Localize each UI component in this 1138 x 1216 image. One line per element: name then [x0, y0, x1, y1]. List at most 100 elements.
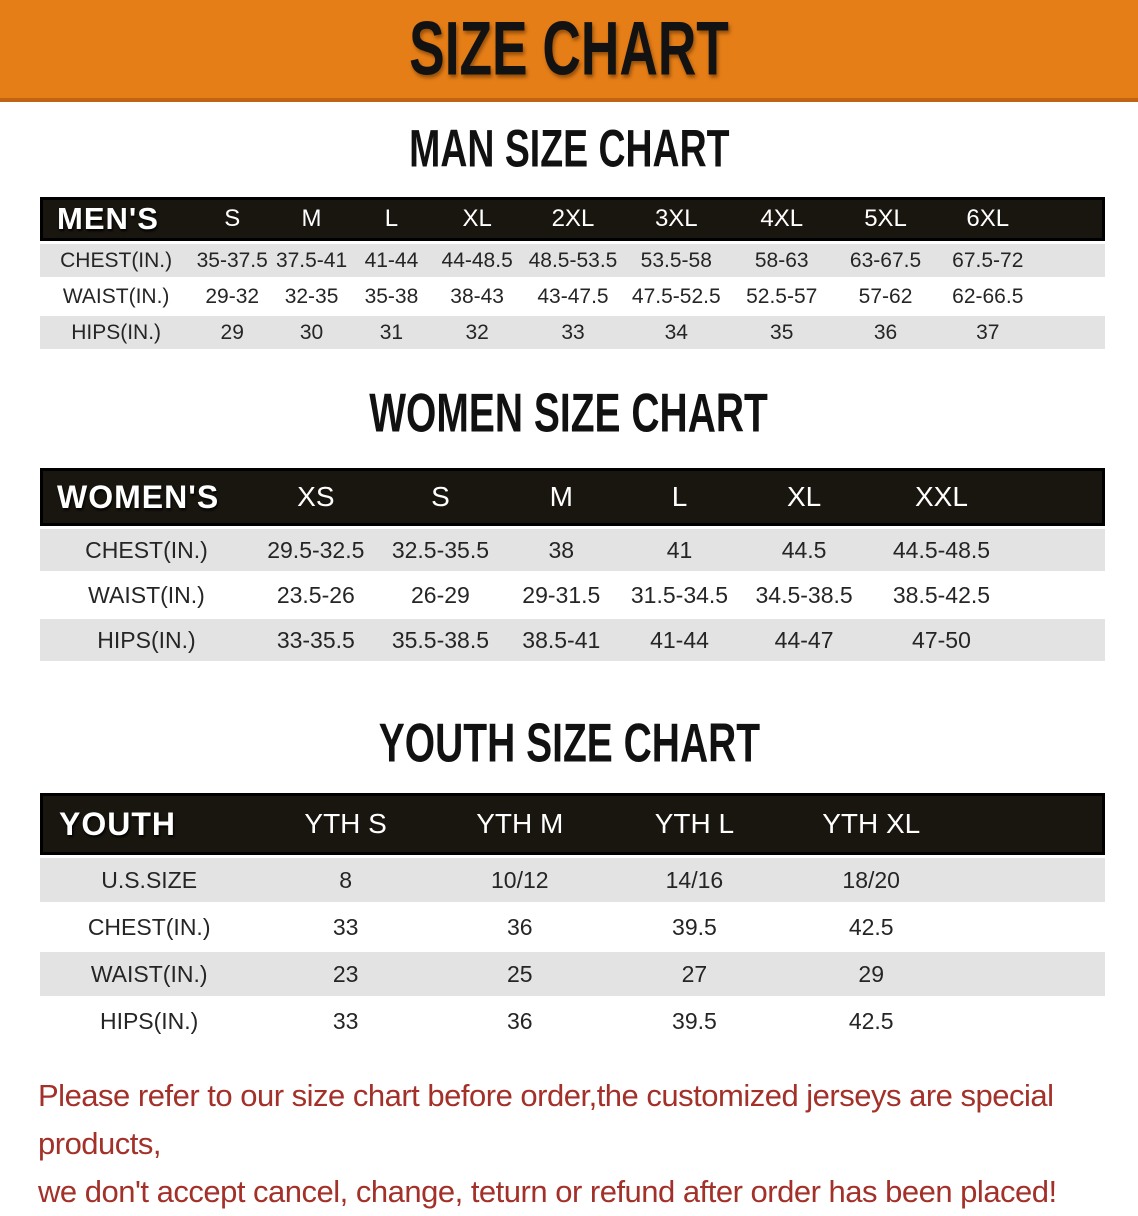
- size-column-header: YTH XL: [782, 793, 961, 855]
- measurement-value: 44.5-48.5: [869, 529, 1014, 571]
- measurement-value: 23: [258, 952, 433, 996]
- footer-line-1: Please refer to our size chart before or…: [38, 1078, 1054, 1162]
- measurement-row: CHEST(IN.) 29.5-32.5 32.5-35.5 38 41 44.5 44.5…: [40, 529, 1105, 571]
- size-column-header: XS: [253, 468, 379, 526]
- youth-section-heading: YOUTH SIZE CHART: [0, 712, 1138, 774]
- measurement-value: 32: [431, 316, 523, 349]
- size-column-header: 5XL: [834, 197, 937, 241]
- banner-title-text: SIZE CHART: [409, 6, 729, 92]
- measurement-value: 10/12: [432, 858, 607, 902]
- measurement-value: 33: [258, 999, 433, 1043]
- row-spacer: [1038, 280, 1105, 313]
- women-size-table: WOMEN'S XS S M L XL XXL CHEST(IN.) 29.5-32.5 32.5…: [40, 465, 1105, 664]
- row-label: CHEST(IN.): [40, 905, 259, 949]
- row-label: WAIST(IN.): [40, 280, 193, 313]
- measurement-value: 36: [834, 316, 937, 349]
- youth-section-heading-text: YOUTH SIZE CHART: [378, 712, 760, 774]
- measurement-value: 31.5-34.5: [620, 574, 739, 616]
- women-section-heading-text: WOMEN SIZE CHART: [369, 382, 769, 444]
- measurement-value: 44-48.5: [431, 244, 523, 277]
- measurement-value: 36: [432, 905, 607, 949]
- measurement-row: HIPS(IN.) 29 30 31 32 33 34 35 36 37: [40, 316, 1105, 349]
- header-spacer: [960, 793, 1105, 855]
- measurement-value: 32-35: [272, 280, 351, 313]
- header-spacer: [1038, 197, 1105, 241]
- section-women: WOMEN SIZE CHART WOMEN'S XS S M L XL XXL CHEST(…: [0, 382, 1138, 664]
- row-label: HIPS(IN.): [40, 316, 193, 349]
- size-column-header: 2XL: [522, 197, 624, 241]
- measurement-value: 35-37.5: [192, 244, 273, 277]
- measurement-value: 43-47.5: [522, 280, 624, 313]
- row-spacer: [1013, 574, 1105, 616]
- measurement-value: 47-50: [869, 619, 1014, 661]
- measurement-value: 34.5-38.5: [738, 574, 870, 616]
- size-column-header: YTH L: [606, 793, 783, 855]
- measurement-value: 29: [782, 952, 961, 996]
- measurement-row: HIPS(IN.) 33-35.5 35.5-38.5 38.5-41 41-44 44-…: [40, 619, 1105, 661]
- measurement-value: 30: [272, 316, 351, 349]
- measurement-value: 53.5-58: [623, 244, 729, 277]
- measurement-value: 41: [620, 529, 739, 571]
- row-spacer: [960, 999, 1105, 1043]
- table-header-label: YOUTH: [40, 793, 259, 855]
- measurement-value: 37.5-41: [272, 244, 351, 277]
- measurement-value: 37: [936, 316, 1039, 349]
- men-section-heading: MAN SIZE CHART: [0, 120, 1138, 179]
- measurement-value: 29-32: [192, 280, 273, 313]
- measurement-value: 34: [623, 316, 729, 349]
- measurement-value: 58-63: [729, 244, 835, 277]
- size-column-header: XL: [431, 197, 523, 241]
- measurement-value: 38.5-42.5: [869, 574, 1014, 616]
- row-spacer: [1013, 619, 1105, 661]
- measurement-value: 29: [192, 316, 273, 349]
- size-column-header: S: [378, 468, 503, 526]
- footer-note: Please refer to our size chart before or…: [0, 1072, 1138, 1216]
- section-men: MAN SIZE CHART MEN'S S M L XL 2XL 3XL 4XL 5XL 6XL…: [0, 120, 1138, 352]
- banner: SIZE CHART: [0, 0, 1138, 102]
- measurement-value: 25: [432, 952, 607, 996]
- measurement-row: WAIST(IN.) 29-32 32-35 35-38 38-43 43-47.5 47.…: [40, 280, 1105, 313]
- measurement-row: WAIST(IN.) 23 25 27 29: [40, 952, 1105, 996]
- row-label: WAIST(IN.): [40, 952, 259, 996]
- row-label: CHEST(IN.): [40, 529, 253, 571]
- row-spacer: [1013, 529, 1105, 571]
- measurement-value: 38.5-41: [502, 619, 621, 661]
- measurement-value: 33-35.5: [253, 619, 379, 661]
- measurement-value: 27: [606, 952, 783, 996]
- size-column-header: L: [620, 468, 739, 526]
- header-spacer: [1013, 468, 1105, 526]
- size-column-header: M: [272, 197, 351, 241]
- measurement-value: 33: [258, 905, 433, 949]
- table-header-row: YOUTH YTH S YTH M YTH L YTH XL: [40, 793, 1105, 855]
- row-spacer: [1038, 316, 1105, 349]
- women-section-heading: WOMEN SIZE CHART: [0, 382, 1138, 444]
- measurement-value: 32.5-35.5: [378, 529, 503, 571]
- size-column-header: M: [502, 468, 621, 526]
- measurement-value: 63-67.5: [834, 244, 937, 277]
- measurement-value: 38: [502, 529, 621, 571]
- row-spacer: [960, 858, 1105, 902]
- men-size-table-wrap: MEN'S S M L XL 2XL 3XL 4XL 5XL 6XL CHEST(IN.) 35-37…: [40, 194, 1105, 352]
- size-column-header: XL: [738, 468, 870, 526]
- men-section-heading-text: MAN SIZE CHART: [408, 120, 730, 179]
- row-spacer: [960, 905, 1105, 949]
- row-label: WAIST(IN.): [40, 574, 253, 616]
- section-youth: YOUTH SIZE CHART YOUTH YTH S YTH M YTH L YTH…: [0, 712, 1138, 1046]
- measurement-value: 39.5: [606, 905, 783, 949]
- row-label: HIPS(IN.): [40, 619, 253, 661]
- measurement-value: 48.5-53.5: [522, 244, 624, 277]
- measurement-value: 44.5: [738, 529, 870, 571]
- measurement-value: 52.5-57: [729, 280, 835, 313]
- youth-size-table: YOUTH YTH S YTH M YTH L YTH XL U.S.SIZE 8 10/12…: [40, 790, 1105, 1046]
- measurement-value: 8: [258, 858, 433, 902]
- size-column-header: S: [192, 197, 273, 241]
- table-header-label: WOMEN'S: [40, 468, 253, 526]
- measurement-value: 23.5-26: [253, 574, 379, 616]
- measurement-value: 29-31.5: [502, 574, 621, 616]
- measurement-value: 44-47: [738, 619, 870, 661]
- measurement-row: U.S.SIZE 8 10/12 14/16 18/20: [40, 858, 1105, 902]
- youth-size-table-wrap: YOUTH YTH S YTH M YTH L YTH XL U.S.SIZE 8 10/12…: [40, 790, 1105, 1046]
- table-header-row: WOMEN'S XS S M L XL XXL: [40, 468, 1105, 526]
- measurement-row: HIPS(IN.) 33 36 39.5 42.5: [40, 999, 1105, 1043]
- measurement-value: 62-66.5: [936, 280, 1039, 313]
